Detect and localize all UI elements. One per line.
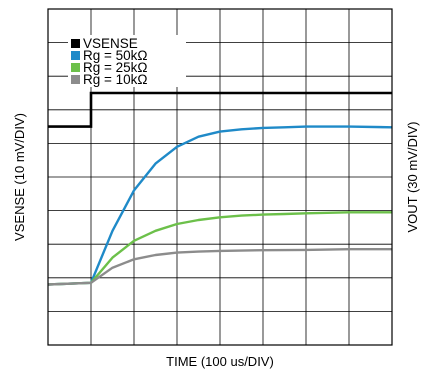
legend-label: Rg = 10kΩ (83, 72, 148, 87)
legend-swatch (71, 63, 80, 72)
legend-background (68, 35, 186, 87)
legend-label: Rg = 25kΩ (83, 60, 148, 75)
series-layer (47, 91, 393, 286)
legend-label: Rg = 50kΩ (83, 48, 148, 63)
y-axis-label-right: VOUT (30 mV/DIV) (405, 121, 420, 232)
legend-swatch (71, 75, 80, 84)
x-axis-label: TIME (100 us/DIV) (166, 354, 274, 369)
plot-frame (47, 8, 393, 346)
legend-label: VSENSE (83, 36, 138, 51)
grid (48, 9, 392, 345)
legend-swatch (71, 39, 80, 48)
series-line-1 (47, 125, 393, 286)
y-axis-label-left: VSENSE (10 mV/DIV) (12, 113, 27, 241)
series-line-0 (48, 91, 392, 128)
series-line-3 (47, 247, 392, 286)
series-line-2 (47, 211, 392, 286)
legend-swatch (71, 51, 80, 60)
